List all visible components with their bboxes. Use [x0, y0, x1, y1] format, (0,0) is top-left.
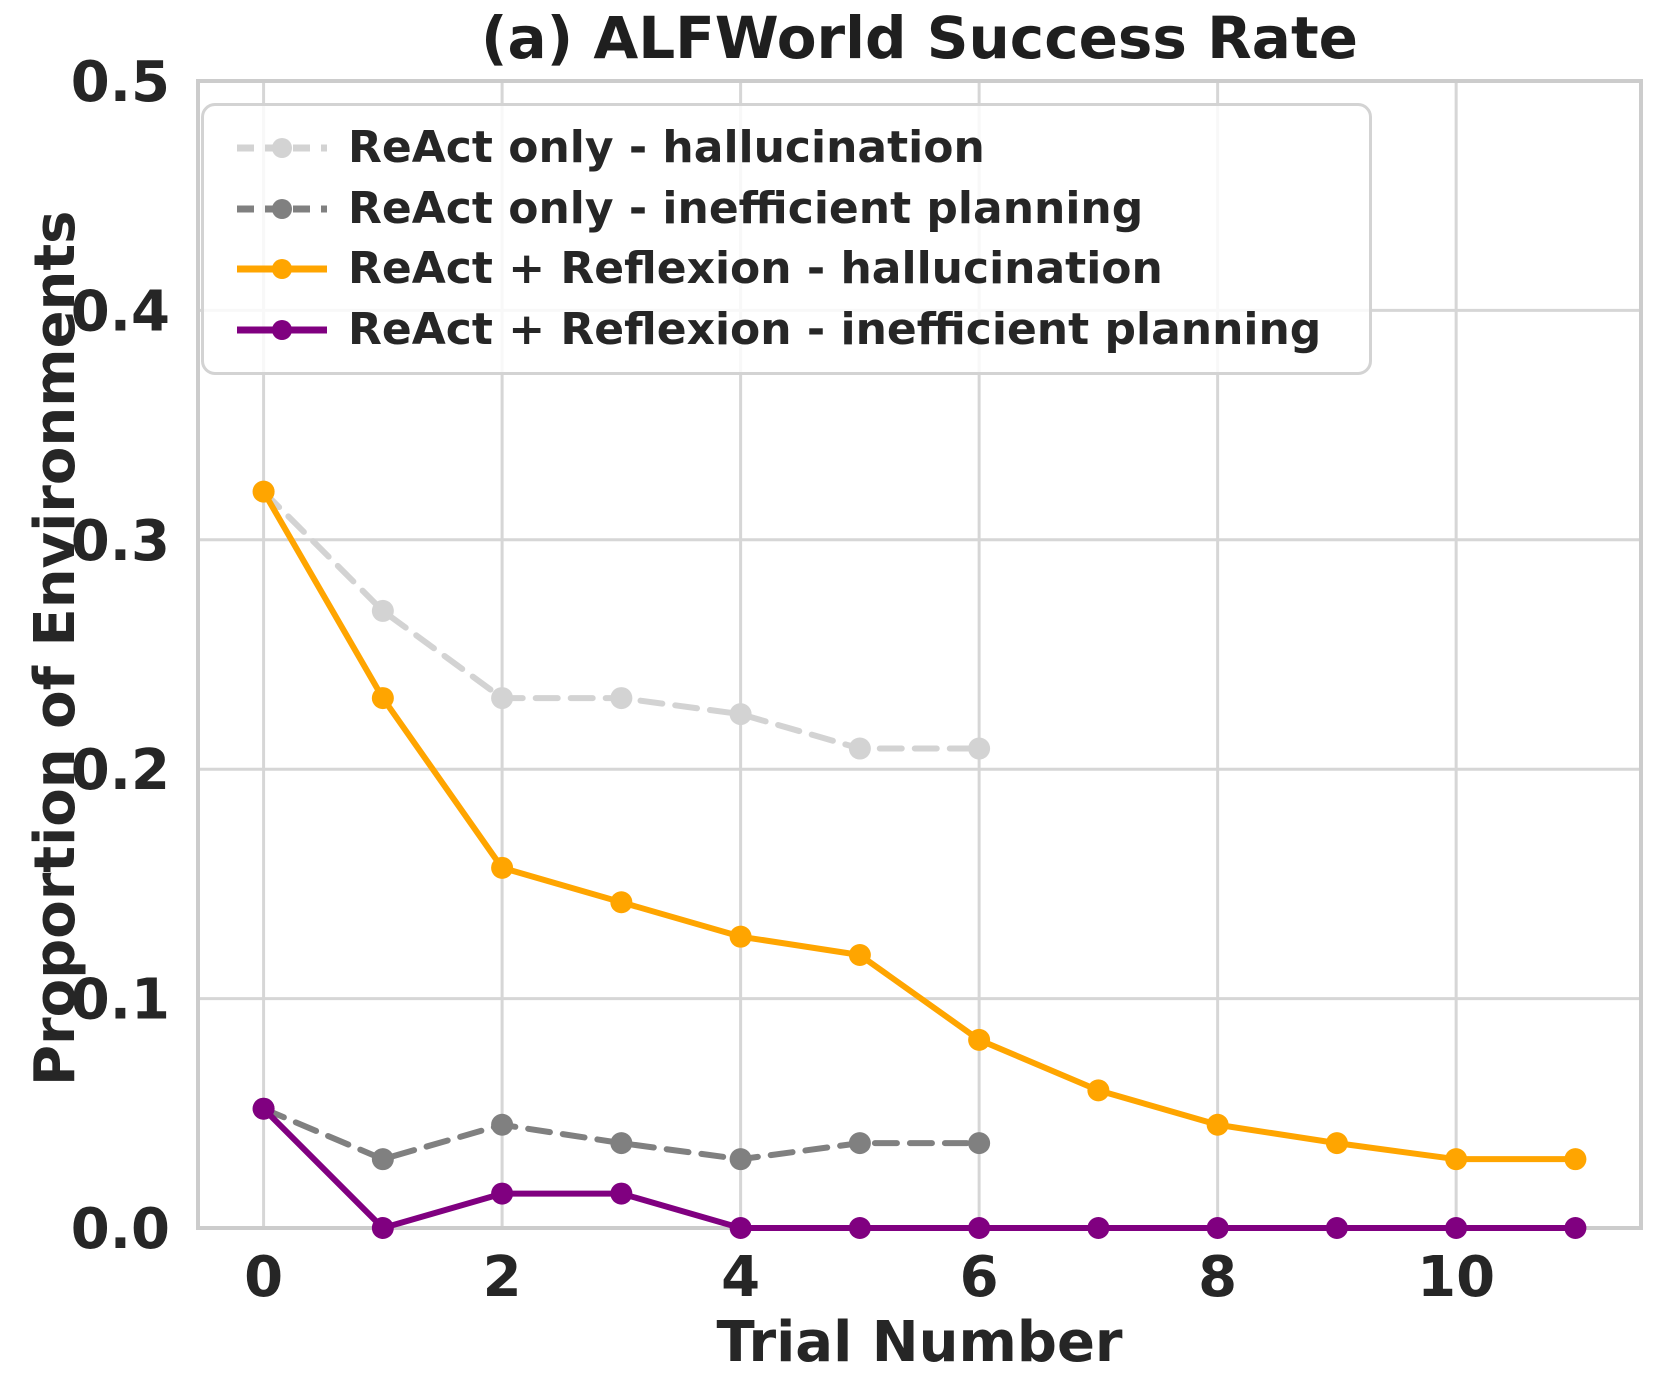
data-point [1564, 1148, 1587, 1171]
x-tick-label: 0 [244, 1245, 283, 1310]
legend: ReAct only - hallucination ReAct only - … [201, 103, 1372, 375]
data-point [1206, 1113, 1229, 1136]
data-point [968, 1217, 991, 1239]
data-point [1087, 1079, 1110, 1102]
legend-sample-svg [237, 259, 327, 280]
x-tick-label: 8 [1198, 1245, 1237, 1310]
data-point [968, 737, 991, 760]
data-point [1325, 1217, 1348, 1239]
legend-sample-svg [237, 319, 327, 340]
data-point [729, 1148, 752, 1171]
legend-label: ReAct only - inefficient planning [348, 182, 1144, 234]
x-tick-label: 4 [721, 1245, 760, 1310]
legend-label: ReAct + Reflexion - inefficient planning [348, 303, 1322, 355]
data-point [1325, 1132, 1348, 1155]
data-point [848, 1132, 871, 1155]
legend-item: ReAct + Reflexion - inefficient planning [234, 303, 1359, 355]
data-point [252, 1097, 275, 1120]
data-point [848, 1217, 871, 1239]
data-point [1087, 1217, 1110, 1239]
data-point [1206, 1217, 1229, 1239]
data-point [610, 891, 633, 914]
data-point [968, 1028, 991, 1051]
legend-line-sample [234, 317, 330, 343]
data-point [371, 687, 394, 710]
data-point [729, 925, 752, 948]
legend-item: ReAct + Reflexion - hallucination [234, 247, 1359, 291]
y-tick-label: 0.0 [71, 1197, 170, 1262]
data-point [729, 1217, 752, 1239]
data-point [610, 1132, 633, 1155]
y-tick-label: 0.2 [71, 738, 170, 803]
y-tick-label: 0.4 [71, 279, 170, 344]
legend-label: ReAct + Reflexion - hallucination [348, 243, 1163, 295]
legend-line-sample [234, 196, 330, 222]
data-point [1564, 1217, 1587, 1239]
x-tick-label: 6 [960, 1245, 999, 1310]
y-tick-label: 0.1 [71, 968, 170, 1033]
legend-sample-svg [237, 138, 327, 159]
data-point [848, 944, 871, 967]
y-tick-label: 0.3 [71, 509, 170, 574]
data-point [491, 1113, 514, 1136]
data-point [491, 856, 514, 879]
series-line-0 [260, 488, 983, 752]
x-tick-label: 10 [1417, 1245, 1495, 1310]
legend-label: ReAct only - hallucination [348, 122, 985, 174]
data-point [491, 1182, 514, 1205]
data-point [1445, 1148, 1468, 1171]
data-point [848, 737, 871, 760]
chart-title: (a) ALFWorld Success Rate [480, 4, 1359, 72]
data-point [371, 1148, 394, 1171]
series-line-3 [260, 1105, 1579, 1231]
data-point [371, 1217, 394, 1239]
data-point [1445, 1217, 1468, 1239]
series-line-2 [260, 488, 1579, 1163]
data-point [610, 1182, 633, 1205]
data-point [252, 480, 275, 503]
data-point [610, 687, 633, 710]
data-point [491, 687, 514, 710]
legend-sample-svg [237, 198, 327, 219]
legend-line-sample [234, 135, 330, 161]
data-point [729, 703, 752, 726]
x-axis-label: Trial Number [716, 1310, 1123, 1375]
data-point [968, 1132, 991, 1155]
legend-line-sample [234, 256, 330, 282]
legend-item: ReAct only - inefficient planning [234, 182, 1359, 234]
x-tick-label: 2 [483, 1245, 522, 1310]
y-tick-label: 0.5 [71, 50, 170, 115]
data-point [371, 599, 394, 622]
legend-item: ReAct only - hallucination [234, 126, 1359, 170]
